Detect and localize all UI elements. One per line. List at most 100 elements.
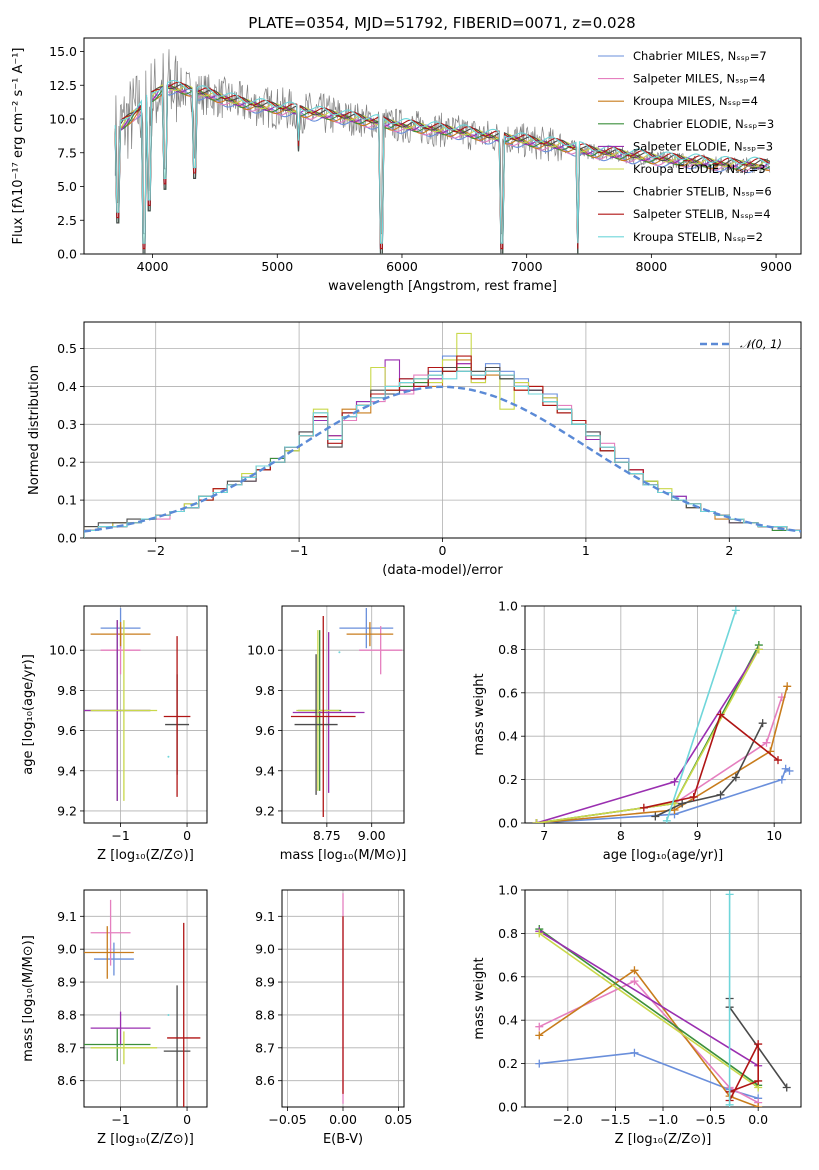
mass-age-ytick-label: 10.0 <box>247 643 275 658</box>
legend-label: Kroupa ELODIE, Nₛₛₚ=3 <box>633 162 766 176</box>
z-weight-marker <box>535 1031 544 1040</box>
spectrum-model-line <box>114 79 770 244</box>
residuals-ytick-label: 0.3 <box>57 417 77 432</box>
spectrum-frame <box>83 37 802 255</box>
age-weight-xtick-label: 8 <box>617 828 625 843</box>
z-weight-marker <box>630 1048 639 1057</box>
z-mass-ytick-label: 8.8 <box>57 1007 77 1022</box>
mass-age-ytick-label: 9.6 <box>255 723 275 738</box>
mass-age-xtick-label: 8.75 <box>313 828 341 843</box>
z-weight-line <box>538 932 759 1089</box>
age-weight-marker <box>731 606 740 615</box>
z-weight-xtick-label: −2.0 <box>553 1112 583 1127</box>
z-weight-marker <box>630 966 639 975</box>
age-weight-line <box>536 686 788 823</box>
z-weight-xtick-label: 0.0 <box>748 1112 768 1127</box>
legend-label: Chabrier STELIB, Nₛₛₚ=6 <box>633 185 772 199</box>
residuals-ytick-label: 0.4 <box>57 379 77 394</box>
residuals-histograms <box>84 332 801 538</box>
spectrum-lines <box>114 49 771 254</box>
z-weight-marker <box>782 1083 791 1092</box>
age-weight-line <box>536 767 790 823</box>
ebv-mass-xtick-label: 0.00 <box>329 1112 357 1127</box>
z-weight-marker <box>754 1040 763 1049</box>
legend-label: Chabrier MILES, Nₛₛₚ=7 <box>633 49 767 63</box>
age-weight-marker <box>639 803 648 812</box>
z-weight-marker <box>630 977 639 986</box>
ebv-mass-axes: −0.05 0.00 0.05 8.6 8.7 8.8 8.9 9.0 9.1 E(B-V) <box>255 889 413 1147</box>
age-weight-marker <box>532 819 541 823</box>
age-weight-marker <box>662 816 671 823</box>
z-weight-line <box>538 969 759 1107</box>
spectrum-title: PLATE=0354, MJD=51792, FIBERID=0071, z=0… <box>248 14 635 32</box>
ebv-mass-ytick-label: 8.7 <box>255 1040 275 1055</box>
residuals-ytick-label: 0.1 <box>57 493 77 508</box>
mass-age-points <box>290 608 403 817</box>
mass-age-xlabel: mass [log₁₀(M/M⊙)] <box>280 848 407 863</box>
z-mass-ytick-label: 8.6 <box>57 1073 77 1088</box>
z-age-point <box>167 755 170 758</box>
residuals-xtick-label: 1 <box>582 543 590 558</box>
age-weight-ytick-label: 1.0 <box>498 599 518 614</box>
ebv-mass-ytick-label: 8.8 <box>255 1007 275 1022</box>
z-age-ylabel: age [log₁₀(age/yr)] <box>21 654 36 775</box>
spectrum-model-line <box>114 81 771 250</box>
mass-age-xtick-label: 9.00 <box>358 828 386 843</box>
legend-label: Salpeter MILES, Nₛₛₚ=4 <box>633 72 766 86</box>
legend-label: Chabrier ELODIE, Nₛₛₚ=3 <box>633 117 774 131</box>
age-weight-marker <box>678 799 687 808</box>
z-weight-axes: −2.0 −1.5 −1.0 −0.5 0.0 0.0 0.2 0.4 0.6 0.8 1.0 Z [… <box>472 883 802 1147</box>
z-age-xtick-label: −1 <box>111 828 129 843</box>
ebv-mass-ytick-label: 8.6 <box>255 1073 275 1088</box>
age-weight-line <box>666 610 737 822</box>
z-weight-marker <box>725 1100 734 1107</box>
residuals-ytick-label: 0.2 <box>57 455 77 470</box>
spectrum-xtick-label: 4000 <box>137 259 169 274</box>
age-weight-line <box>643 713 779 809</box>
z-weight-ytick-label: 0.6 <box>498 969 518 984</box>
z-age-axes: −1 0 9.2 9.4 9.6 9.8 10.0 Z [log₁₀(Z/Z⊙)] age [l… <box>21 605 208 863</box>
age-weight-ytick-label: 0.2 <box>498 772 518 787</box>
mass-age-ytick-label: 9.2 <box>255 803 275 818</box>
z-weight-line <box>538 930 759 1067</box>
age-weight-ylabel: mass weight <box>472 673 487 755</box>
z-weight-series <box>535 890 791 1107</box>
mass-age-frame <box>281 605 405 824</box>
z-weight-marker <box>535 1059 544 1068</box>
age-weight-marker <box>762 738 771 747</box>
z-age-frame <box>83 605 208 824</box>
age-weight-marker <box>754 645 763 654</box>
z-weight-ytick-label: 0.2 <box>498 1056 518 1071</box>
residuals-xtick-label: −1 <box>290 543 308 558</box>
z-weight-xtick-label: −0.5 <box>695 1112 725 1127</box>
residuals-legend: 𝒩(0, 1) <box>700 337 782 351</box>
spectrum-ytick-label: 10.0 <box>49 112 77 127</box>
ebv-mass-xtick-label: 0.05 <box>385 1112 413 1127</box>
z-age-points <box>84 608 191 801</box>
residuals-histogram <box>84 370 801 538</box>
age-weight-marker <box>785 766 794 775</box>
age-weight-ytick-label: 0.8 <box>498 642 518 657</box>
z-mass-xtick-label: −1 <box>111 1112 129 1127</box>
age-weight-frame <box>524 605 802 824</box>
ebv-mass-ytick-label: 9.0 <box>255 942 275 957</box>
z-weight-ytick-label: 0.4 <box>498 1013 518 1028</box>
gaussian-reference-line <box>84 385 801 533</box>
z-mass-axes: −1 0 8.6 8.7 8.8 8.9 9.0 9.1 Z [log₁₀(Z/Z⊙)] mass… <box>21 889 208 1147</box>
z-mass-point <box>167 1013 170 1016</box>
z-mass-ytick-label: 8.9 <box>57 975 77 990</box>
age-weight-xlabel: age [log₁₀(age/yr)] <box>603 848 724 863</box>
z-weight-marker <box>535 929 544 938</box>
residuals-xtick-label: −2 <box>146 543 164 558</box>
ebv-mass-ytick-label: 8.9 <box>255 975 275 990</box>
z-weight-xlabel: Z [log₁₀(Z/Z⊙)] <box>615 1132 712 1147</box>
z-mass-ytick-label: 9.1 <box>57 909 77 924</box>
mass-age-ytick-label: 9.4 <box>255 763 275 778</box>
z-weight-xtick-label: −1.0 <box>648 1112 678 1127</box>
ebv-mass-ytick-label: 9.1 <box>255 909 275 924</box>
z-mass-frame <box>83 889 208 1108</box>
age-weight-ytick-label: 0.0 <box>498 816 518 831</box>
residuals-xlabel: (data-model)/error <box>382 563 503 578</box>
residuals-ytick-label: 0.0 <box>57 531 77 546</box>
